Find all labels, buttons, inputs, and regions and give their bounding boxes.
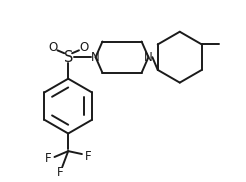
Text: N: N [144,51,153,64]
Text: O: O [79,41,89,54]
Text: F: F [45,153,52,165]
Text: O: O [48,41,57,54]
Text: F: F [84,150,91,163]
Text: S: S [63,50,73,65]
Text: N: N [91,51,100,64]
Text: F: F [57,166,64,179]
